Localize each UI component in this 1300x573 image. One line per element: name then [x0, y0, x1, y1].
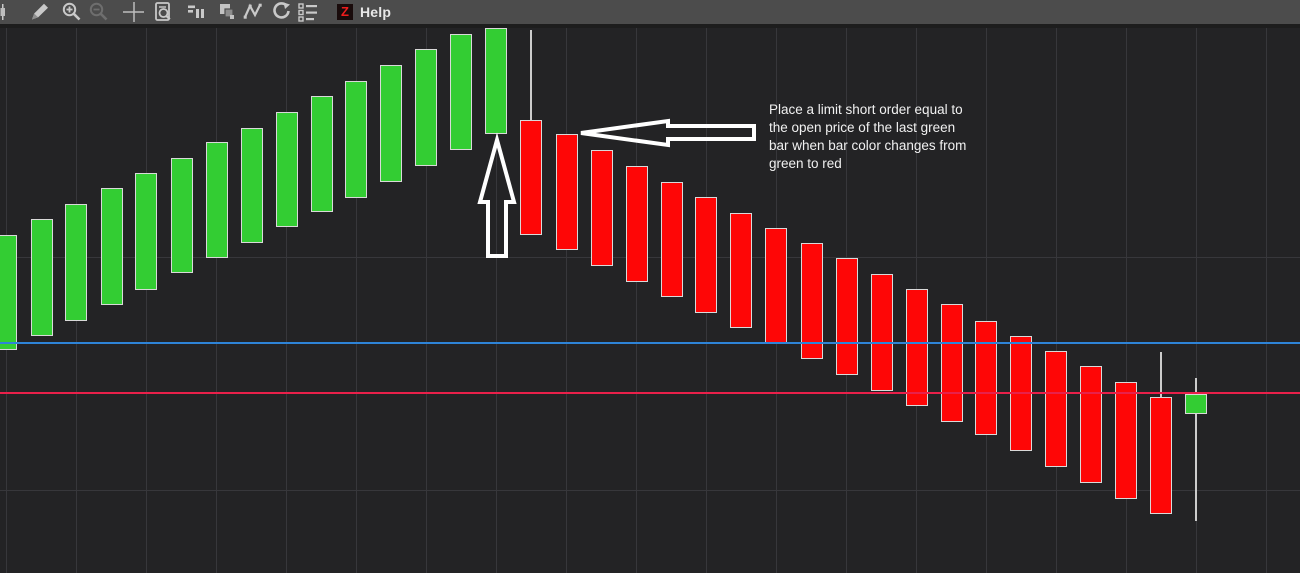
z-logo-icon[interactable]: Z [337, 4, 353, 20]
price-bar-down [556, 134, 578, 250]
price-bar-up [380, 65, 402, 182]
annotation-line: green to red [769, 156, 842, 171]
vertical-gridline [1266, 28, 1267, 573]
refresh-icon[interactable] [270, 1, 292, 23]
horizontal-gridline [0, 257, 1300, 258]
price-bar-down [1080, 366, 1102, 483]
price-bar-up [311, 96, 333, 212]
pencil-draw-icon[interactable] [29, 1, 51, 23]
price-bar-up [206, 142, 228, 258]
zoom-out-icon[interactable] [88, 1, 110, 23]
price-bar-up [135, 173, 157, 290]
annotation-line: Place a limit short order equal to [769, 102, 963, 117]
annotation-text[interactable]: Place a limit short order equal to the o… [769, 101, 999, 173]
vertical-gridline [1126, 28, 1127, 573]
price-bar-down [1045, 351, 1067, 467]
price-bar-down [591, 150, 613, 266]
price-bar-up [101, 188, 123, 305]
vertical-gridline [496, 28, 497, 573]
blue-price-line[interactable] [0, 342, 1300, 344]
price-bar-down [1150, 397, 1172, 514]
price-bar-down [520, 120, 542, 235]
vertical-gridline [1196, 28, 1197, 573]
vertical-gridline [986, 28, 987, 573]
price-bar-up [485, 28, 507, 134]
layers-icon[interactable] [216, 1, 238, 23]
zoom-in-icon[interactable] [61, 1, 83, 23]
crosshair-icon[interactable] [122, 1, 144, 23]
price-bar-down [941, 304, 963, 422]
price-bar-up [171, 158, 193, 273]
price-bar-up [345, 81, 367, 198]
vertical-gridline [286, 28, 287, 573]
left-arrow [580, 118, 756, 148]
toolbar: Z Help [0, 0, 1300, 28]
price-bar-up [415, 49, 437, 166]
price-wick [1160, 352, 1162, 397]
annotation-line: bar when bar color changes from [769, 138, 967, 153]
vertical-gridline [426, 28, 427, 573]
price-bar-down [730, 213, 752, 328]
red-price-line[interactable] [0, 392, 1300, 394]
vertical-gridline [146, 28, 147, 573]
price-bar-up [276, 112, 298, 227]
horizontal-gridline [0, 490, 1300, 491]
help-button[interactable]: Help [360, 4, 392, 20]
price-bar-down [801, 243, 823, 359]
vertical-gridline [1056, 28, 1057, 573]
price-wick [530, 30, 532, 120]
price-bar-down [626, 166, 648, 282]
chart-search-icon[interactable] [153, 1, 175, 23]
price-bar-down [871, 274, 893, 391]
vertical-gridline [566, 28, 567, 573]
price-bar-down [695, 197, 717, 313]
price-bar-up [241, 128, 263, 243]
price-bar-up [65, 204, 87, 321]
price-bar-down [975, 321, 997, 435]
annotation-line: the open price of the last green [769, 120, 956, 135]
vertical-gridline [356, 28, 357, 573]
vertical-gridline [636, 28, 637, 573]
price-bar-up [31, 219, 53, 336]
volume-bars-icon[interactable] [186, 1, 208, 23]
price-bar-down [661, 182, 683, 297]
up-arrow [477, 132, 517, 258]
price-bar-up [1185, 394, 1207, 414]
price-bar-down [836, 258, 858, 375]
price-bar-down [765, 228, 787, 344]
zigzag-line-icon[interactable] [242, 1, 264, 23]
price-wick [1195, 378, 1197, 521]
price-bar-up [0, 235, 17, 350]
candlestick-tool-icon[interactable] [0, 1, 15, 23]
price-bar-up [450, 34, 472, 150]
vertical-gridline [216, 28, 217, 573]
list-settings-icon[interactable] [297, 1, 319, 23]
price-bar-down [1115, 382, 1137, 499]
price-bar-down [906, 289, 928, 406]
